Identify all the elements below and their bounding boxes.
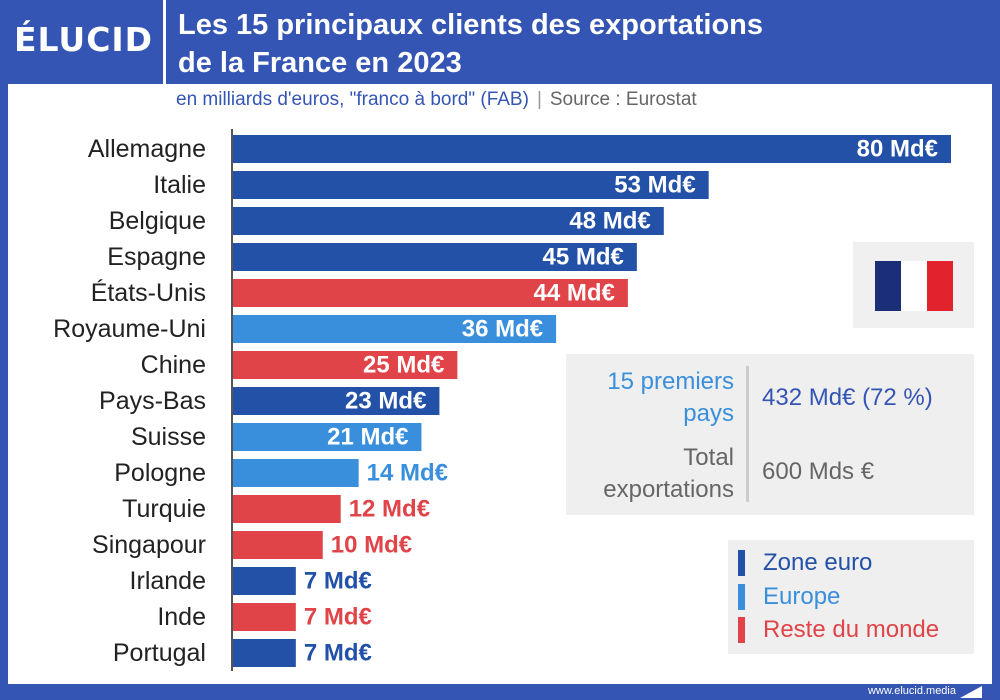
flag-stripe-blue <box>875 261 901 311</box>
category-label: États-Unis <box>91 278 206 307</box>
flag-panel <box>853 242 974 328</box>
bar <box>233 351 458 379</box>
subtitle-source: Source : Eurostat <box>549 89 697 110</box>
bar <box>233 495 341 523</box>
summary-label-total: Total exportations <box>603 444 734 503</box>
title-line-2: de la France en 2023 <box>178 47 462 79</box>
legend-label-europe: Europe <box>763 583 841 610</box>
summary-label-top15: 15 premiers pays <box>607 368 734 427</box>
summary-value-total: 600 Mds € <box>762 458 875 485</box>
frame-right-border <box>992 84 1000 700</box>
category-label: Italie <box>153 171 206 199</box>
value-label: 7 Md€ <box>304 640 372 667</box>
bar <box>233 639 296 667</box>
summary-divider <box>746 366 749 502</box>
bar <box>233 315 557 343</box>
summary-value-top15: 432 Md€ (72 %) <box>762 384 933 411</box>
bar <box>233 279 628 307</box>
value-label: 23 Md€ <box>345 388 426 415</box>
value-label: 44 Md€ <box>534 280 615 307</box>
bar <box>233 603 296 631</box>
footer-arrow-icon <box>960 686 982 698</box>
legend-label-zone-euro: Zone euro <box>763 549 873 576</box>
value-label: 36 Md€ <box>462 316 543 343</box>
category-label: Singapour <box>92 531 206 559</box>
category-label: Royaume-Uni <box>53 315 206 343</box>
category-label: Allemagne <box>88 135 206 163</box>
category-label: Portugal <box>113 639 206 667</box>
legend-swatch-reste-du-monde <box>738 617 745 643</box>
bar <box>233 207 664 235</box>
brand-logo: ÉLUCID <box>14 20 154 59</box>
value-label: 21 Md€ <box>327 424 408 451</box>
legend-swatch-zone-euro <box>738 550 745 576</box>
chart-title: Les 15 principaux clients des exportatio… <box>178 6 978 82</box>
subtitle-separator: | <box>536 89 542 110</box>
category-label: Inde <box>157 603 206 631</box>
category-label: Belgique <box>109 207 206 235</box>
frame-left-border <box>0 84 8 700</box>
bar <box>233 531 323 559</box>
bar <box>233 423 422 451</box>
chart-subtitle: en milliards d'euros, "franco à bord" (F… <box>176 89 697 111</box>
value-label: 45 Md€ <box>543 244 624 271</box>
legend-label-reste-du-monde: Reste du monde <box>763 616 940 643</box>
category-label: Turquie <box>122 495 206 523</box>
value-label: 12 Md€ <box>349 496 430 523</box>
legend-item-reste-du-monde: Reste du monde <box>738 615 939 645</box>
value-label: 14 Md€ <box>367 460 448 487</box>
category-label: Pologne <box>114 459 206 487</box>
summary-panel: 15 premiers pays 432 Md€ (72 %) Total ex… <box>566 354 974 515</box>
legend-item-zone-euro: Zone euro <box>738 548 872 578</box>
bar <box>233 459 359 487</box>
category-label: Pays-Bas <box>99 387 206 415</box>
category-label: Irlande <box>130 567 206 595</box>
bar <box>233 135 951 163</box>
value-label: 48 Md€ <box>569 208 650 235</box>
subtitle-unit: en milliards d'euros, "franco à bord" (F… <box>176 89 529 110</box>
bar <box>233 567 296 595</box>
value-label: 53 Md€ <box>614 172 695 199</box>
header-banner: ÉLUCID Les 15 principaux clients des exp… <box>0 0 1000 84</box>
category-label: Espagne <box>107 243 206 271</box>
chart-legend: Zone euro Europe Reste du monde <box>728 540 974 654</box>
title-line-1: Les 15 principaux clients des exportatio… <box>178 9 764 41</box>
category-label: Suisse <box>131 423 206 451</box>
legend-item-europe: Europe <box>738 582 840 612</box>
flag-stripe-red <box>927 261 953 311</box>
footer-bar <box>0 684 1000 700</box>
value-label: 7 Md€ <box>304 568 372 595</box>
bar <box>233 243 637 271</box>
bar <box>233 387 440 415</box>
value-label: 80 Md€ <box>857 136 938 163</box>
value-label: 10 Md€ <box>331 532 412 559</box>
header-divider <box>163 0 166 84</box>
value-label: 25 Md€ <box>363 352 444 379</box>
footer-url: www.elucid.media <box>867 685 956 697</box>
legend-swatch-europe <box>738 584 745 610</box>
value-label: 7 Md€ <box>304 604 372 631</box>
category-label: Chine <box>141 351 206 379</box>
flag-stripe-white <box>901 261 927 311</box>
bar <box>233 171 709 199</box>
france-flag-icon <box>875 261 953 311</box>
